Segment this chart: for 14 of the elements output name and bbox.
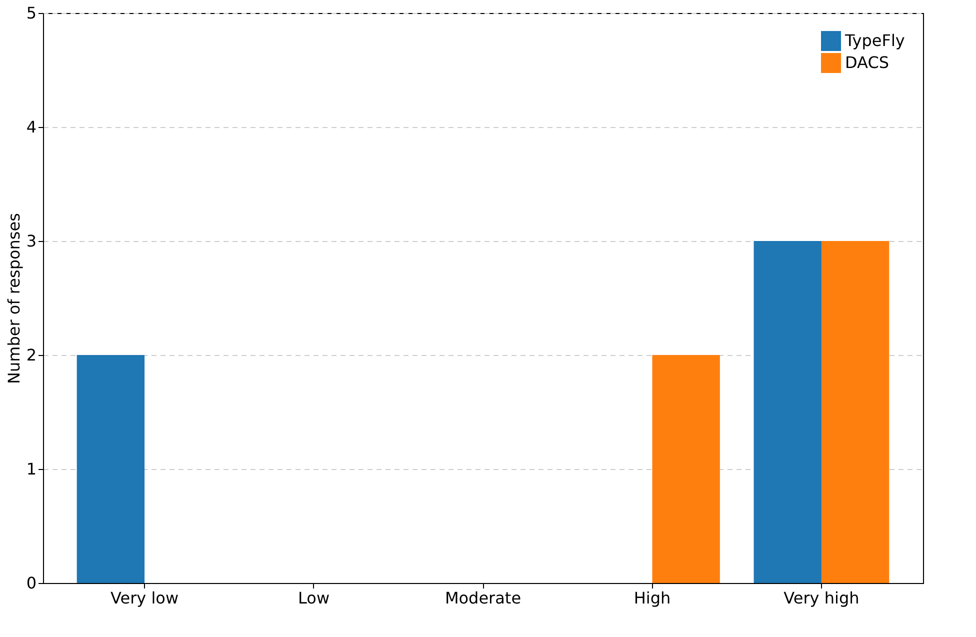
y-tick-label: 0 <box>26 574 36 592</box>
x-tick-label: Very low <box>110 588 179 608</box>
x-tick-label: Moderate <box>444 588 522 608</box>
x-tick-label: Low <box>298 588 330 608</box>
legend-label: DACS <box>845 53 890 72</box>
x-tick-label: Very high <box>784 588 860 608</box>
y-tick-label: 2 <box>26 346 36 364</box>
y-tick-label: 1 <box>26 460 36 478</box>
y-tick-label: 3 <box>26 232 36 250</box>
y-axis-title: Number of responses <box>4 213 24 384</box>
y-tick-label: 5 <box>26 4 36 22</box>
x-tick-label: High <box>634 588 671 608</box>
legend-label: TypeFly <box>844 31 905 50</box>
y-tick-label: 4 <box>26 118 36 136</box>
